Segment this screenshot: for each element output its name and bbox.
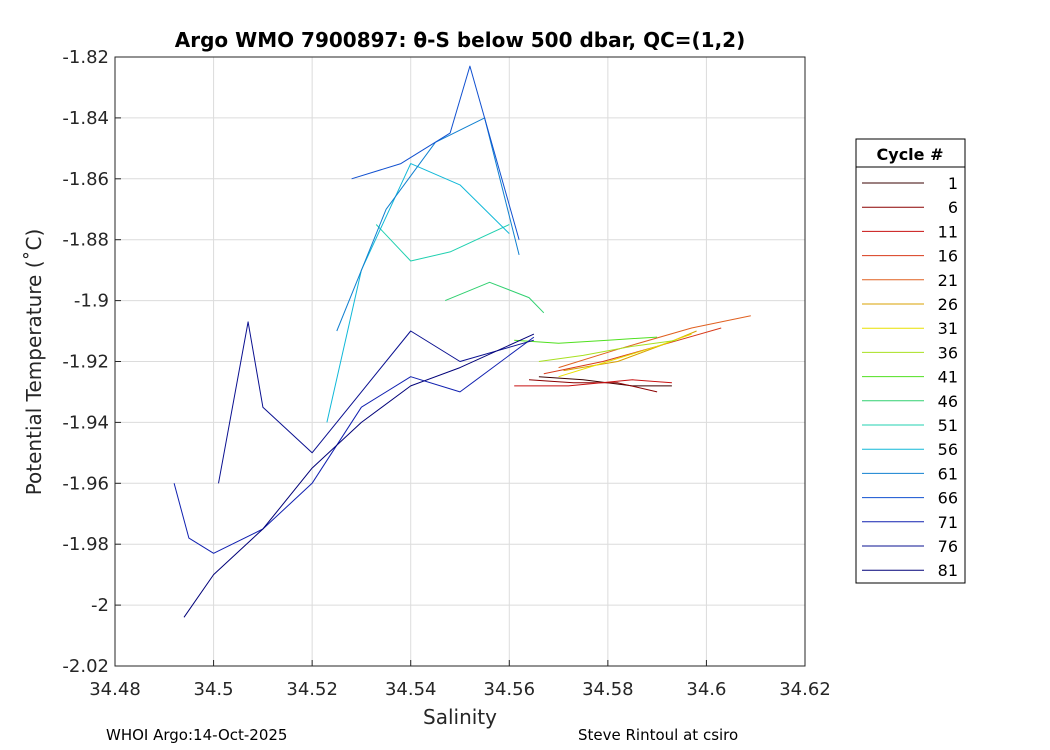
legend-box: [855, 138, 966, 584]
legend-entry-label: 31: [938, 319, 958, 338]
series-line: [538, 339, 677, 362]
x-tick-label: 34.5: [194, 679, 234, 700]
legend-entry-label: 61: [938, 464, 958, 483]
y-axis-label: Potential Temperature (˚C): [22, 229, 46, 496]
legend-entry-label: 66: [938, 489, 958, 508]
legend-entry-label: 81: [938, 561, 958, 580]
x-tick-label: 34.52: [286, 679, 338, 700]
y-tick-label: -1.96: [62, 473, 109, 494]
y-tick-label: -1.88: [62, 230, 109, 251]
legend-entry-label: 51: [938, 416, 958, 435]
legend-entry-label: 21: [938, 271, 958, 290]
y-tick-label: -1.94: [62, 412, 109, 433]
legend-entry-label: 6: [948, 198, 958, 217]
series-line: [173, 336, 535, 554]
legend-entry-label: 41: [938, 368, 958, 387]
x-axis-label: Salinity: [423, 705, 497, 729]
series-line: [543, 327, 722, 375]
y-tick-label: -1.86: [62, 169, 109, 190]
series-line: [528, 379, 658, 393]
legend-entry-label: 71: [938, 513, 958, 532]
footer-credit-left: WHOI Argo:14-Oct-2025: [106, 726, 288, 744]
y-tick-label: -1.92: [62, 352, 109, 373]
legend-entry-label: 11: [938, 222, 958, 241]
legend-entry-label: 36: [938, 343, 958, 362]
legend-entry-label: 26: [938, 295, 958, 314]
y-tick-label: -2.02: [62, 656, 109, 677]
legend-entry-label: 56: [938, 440, 958, 459]
series-line: [558, 315, 751, 369]
y-tick-label: -1.82: [62, 47, 109, 68]
x-tick-label: 34.58: [582, 679, 634, 700]
plot-area: 34.48 34.5 34.52 34.54 34.56 34.58 34.6 34.62 -1…: [62, 47, 830, 700]
legend-entry-label: 16: [938, 247, 958, 266]
tick-labels: 34.48 34.5 34.52 34.54 34.56 34.58 34.6 34.62 -1…: [62, 47, 830, 700]
x-tick-label: 34.56: [484, 679, 536, 700]
legend-entry-label: 46: [938, 392, 958, 411]
series-line: [326, 163, 510, 423]
series-line: [514, 336, 658, 344]
series-line: [183, 333, 535, 618]
x-tick-label: 34.6: [686, 679, 726, 700]
y-tick-label: -1.84: [62, 108, 109, 129]
y-tick-label: -1.9: [74, 291, 109, 312]
x-tick-label: 34.62: [779, 679, 831, 700]
legend-title: Cycle #: [877, 145, 944, 164]
chart-title: Argo WMO 7900897: θ-S below 500 dbar, QC…: [175, 28, 745, 52]
x-tick-label: 34.54: [385, 679, 437, 700]
series-line: [351, 65, 520, 240]
legend-entry-label: 1: [948, 174, 958, 193]
x-tick-label: 34.48: [89, 679, 141, 700]
y-tick-label: -1.98: [62, 534, 109, 555]
y-tick-label: -2: [91, 595, 109, 616]
series-line: [375, 224, 510, 262]
series-line: [514, 379, 672, 387]
legend-entry-label: 76: [938, 537, 958, 556]
series-line: [445, 281, 545, 314]
series-line: [218, 321, 535, 484]
footer-credit-right: Steve Rintoul at csiro: [578, 726, 739, 744]
series-layer: [173, 65, 751, 618]
